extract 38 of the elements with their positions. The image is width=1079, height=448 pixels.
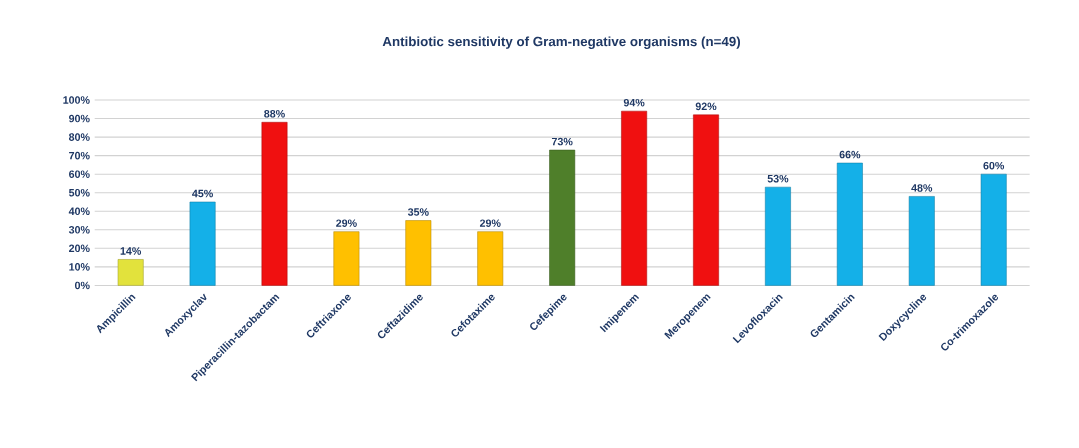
y-tick-label: 0% (74, 281, 90, 290)
bar (405, 220, 432, 286)
data-label: 48% (911, 184, 933, 192)
y-tick-label: 10% (69, 263, 90, 271)
y-tick-label: 50% (68, 188, 90, 197)
y-tick-label: 60% (69, 170, 90, 178)
bar (261, 121, 288, 286)
bar (908, 196, 935, 286)
data-label: 66% (839, 150, 861, 159)
y-tick-label: 30% (68, 225, 90, 234)
y-tick-label: 20% (69, 244, 90, 253)
bar (189, 201, 216, 286)
data-label: 29% (336, 219, 357, 227)
data-label: 60% (983, 161, 1005, 170)
data-label: 45% (192, 189, 213, 198)
y-tick-label: 100% (63, 96, 90, 104)
y-tick-label: 80% (68, 133, 90, 141)
bar (693, 114, 719, 286)
bar (333, 231, 360, 286)
data-label: 53% (767, 174, 789, 183)
chart-title: Antibiotic sensitivity of Gram-negative organisms (n=49) (382, 36, 741, 49)
bar (117, 259, 144, 286)
data-label: 88% (264, 109, 285, 118)
bar (980, 173, 1007, 286)
bar (549, 149, 576, 286)
data-label: 14% (120, 247, 142, 255)
bar (621, 110, 648, 286)
data-label: 94% (623, 98, 645, 107)
bar (765, 186, 791, 286)
y-tick-label: 40% (68, 207, 90, 215)
y-tick-label: 90% (69, 114, 90, 123)
data-label: 29% (479, 219, 501, 227)
bar (477, 231, 504, 286)
bar (836, 162, 863, 286)
y-tick-label: 70% (69, 151, 90, 160)
data-label: 73% (551, 137, 573, 146)
data-label: 92% (695, 102, 717, 111)
data-label: 35% (407, 208, 429, 216)
